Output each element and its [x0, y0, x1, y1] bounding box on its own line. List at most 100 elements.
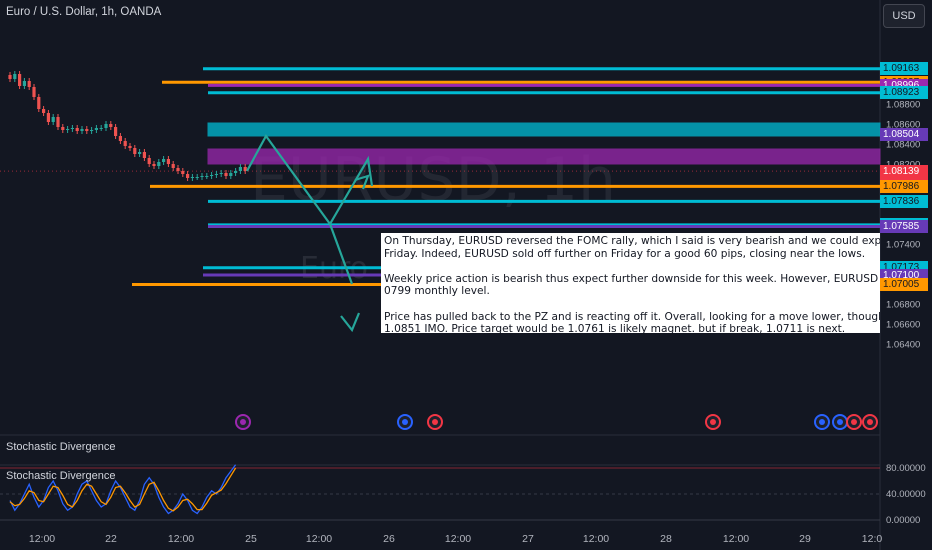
- candle-body: [8, 75, 12, 79]
- note-line-4: 0799 monthly level.: [384, 285, 490, 298]
- zone-1: [207, 148, 881, 165]
- candle-body: [70, 128, 74, 129]
- projection-path-b: [329, 155, 374, 225]
- note-line-5: Price has pulled back to the PZ and is r…: [384, 310, 880, 323]
- candle-body: [224, 173, 228, 176]
- candle-body: [200, 176, 204, 177]
- time-axis-label: 12:00: [305, 533, 333, 545]
- stoch-axis-label: 80.00000: [886, 463, 926, 474]
- time-axis-label: 12:00: [444, 533, 472, 545]
- stoch-series-1: [9, 467, 237, 512]
- candle-body: [171, 164, 175, 168]
- candle-body: [214, 174, 218, 175]
- candle-body: [80, 129, 84, 131]
- candle-body: [85, 129, 89, 131]
- candle-body: [114, 127, 118, 136]
- candle-body: [234, 171, 238, 173]
- candle-body: [104, 124, 108, 128]
- time-axis-label: 12:0: [861, 533, 883, 545]
- candle-body: [142, 152, 146, 158]
- candle-body: [162, 159, 166, 162]
- projection-path-c: [328, 223, 354, 285]
- candle-body: [238, 167, 242, 171]
- time-axis-label: 12:00: [167, 533, 195, 545]
- candle-body: [190, 177, 194, 178]
- candle-body: [61, 127, 65, 130]
- time-axis-label: 12:00: [582, 533, 610, 545]
- price-axis-label: 1.08400: [886, 139, 921, 151]
- price-axis-label: 1.06400: [886, 339, 921, 351]
- note-line-6: 1.0851 IMO. Price target would be 1.0761…: [384, 323, 846, 333]
- price-axis-label: 1.06800: [886, 299, 921, 311]
- stoch-axis-label: 40.00000: [886, 489, 926, 500]
- candle-body: [94, 128, 98, 130]
- candle-body: [205, 176, 209, 177]
- event-icon-dot: [402, 419, 408, 425]
- note-line-2: Friday. Indeed, EURUSD sold off further …: [384, 247, 866, 260]
- price-axis-label: 1.06600: [886, 319, 921, 331]
- candle-body: [123, 141, 127, 146]
- event-icon-dot: [432, 419, 438, 425]
- time-axis-label: 27: [522, 533, 534, 545]
- projection-path-a: [246, 133, 331, 225]
- candle-body: [18, 74, 22, 86]
- symbol-title[interactable]: Euro / U.S. Dollar, 1h, OANDA: [6, 6, 162, 18]
- candle-body: [219, 173, 223, 174]
- candle-body: [147, 158, 151, 164]
- candle-body: [109, 124, 113, 127]
- currency-button[interactable]: USD: [883, 4, 925, 28]
- stoch-axis-label: 0.00000: [886, 515, 920, 526]
- indicator-label-upper[interactable]: Stochastic Divergence: [6, 441, 116, 453]
- price-tag: 1.09163: [880, 62, 928, 76]
- time-axis-label: 29: [799, 533, 811, 545]
- candle-body: [157, 162, 161, 166]
- time-axis-label: 25: [245, 533, 257, 545]
- time-axis-label: 28: [660, 533, 672, 545]
- candle-body: [195, 177, 199, 178]
- price-tag: 1.08139: [880, 164, 928, 178]
- time-axis-label: 12:00: [722, 533, 750, 545]
- candle-body: [22, 81, 26, 86]
- zone-0: [207, 122, 881, 137]
- candle-body: [32, 87, 36, 97]
- candle-body: [56, 117, 60, 127]
- price-tag: 1.07986: [880, 179, 928, 193]
- candle-body: [75, 128, 79, 131]
- event-icon-dot: [240, 419, 246, 425]
- candle-body: [138, 152, 142, 154]
- indicator-label-lower[interactable]: Stochastic Divergence: [6, 470, 116, 482]
- event-icon-dot: [819, 419, 825, 425]
- stoch-series-0: [9, 464, 237, 515]
- event-icon-dot: [851, 419, 857, 425]
- candle-body: [51, 117, 55, 122]
- candle-body: [66, 129, 70, 130]
- time-axis-label: 22: [105, 533, 117, 545]
- note-line-3: Weekly price action is bearish thus expe…: [384, 272, 880, 285]
- analysis-note[interactable]: On Thursday, EURUSD reversed the FOMC ra…: [381, 233, 880, 333]
- candle-body: [166, 159, 170, 164]
- arrow-head-up: [354, 174, 370, 190]
- time-axis-label: 12:00: [28, 533, 56, 545]
- candle-body: [181, 171, 185, 174]
- price-tag: 1.08923: [880, 86, 928, 100]
- event-icon-dot: [710, 419, 716, 425]
- price-tag: 1.07585: [880, 220, 928, 233]
- event-icon-dot: [867, 419, 873, 425]
- candle-body: [90, 130, 94, 131]
- price-tag: 1.07005: [880, 278, 928, 291]
- candle-body: [133, 148, 137, 154]
- candle-body: [13, 74, 17, 79]
- price-tag: 1.08504: [880, 128, 928, 142]
- candle-body: [152, 164, 156, 166]
- price-axis-label: 1.07400: [886, 239, 921, 251]
- candle-body: [128, 146, 132, 148]
- note-line-1: On Thursday, EURUSD reversed the FOMC ra…: [384, 235, 880, 247]
- arrow-head-down: [340, 312, 361, 333]
- candle-body: [210, 175, 214, 176]
- candle-body: [186, 174, 190, 178]
- price-tag: 1.07836: [880, 194, 928, 208]
- event-icon-dot: [837, 419, 843, 425]
- candle-body: [27, 81, 31, 87]
- candle-body: [46, 113, 50, 122]
- candle-body: [229, 173, 233, 176]
